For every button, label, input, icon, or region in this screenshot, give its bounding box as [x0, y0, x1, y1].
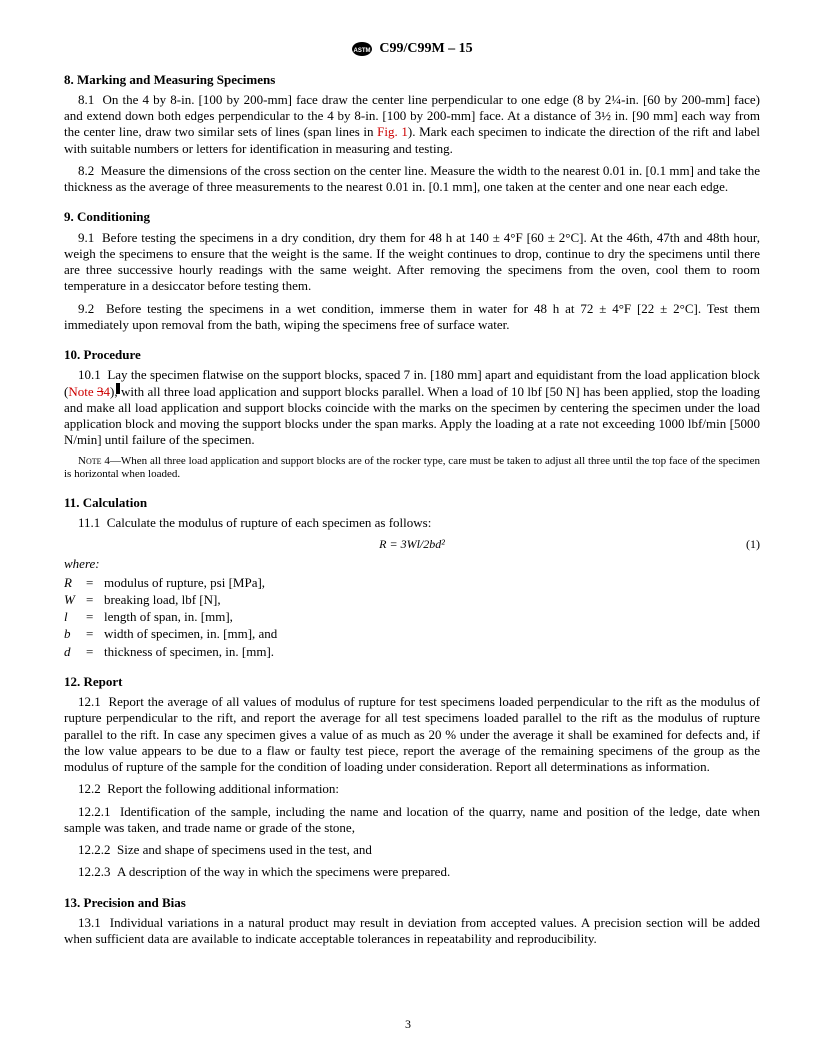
- note-4: Note 4—When all three load application a…: [64, 455, 760, 481]
- para-8-2: 8.2 Measure the dimensions of the cross …: [64, 163, 760, 196]
- svg-text:ASTM: ASTM: [354, 48, 371, 54]
- section-heading-9: 9. Conditioning: [64, 209, 760, 225]
- fig-1-link[interactable]: Fig. 1: [377, 124, 408, 139]
- para-8-1: 8.1 On the 4 by 8-in. [100 by 200-mm] fa…: [64, 92, 760, 157]
- page-number: 3: [0, 1017, 816, 1032]
- section-heading-12: 12. Report: [64, 674, 760, 690]
- section-heading-13: 13. Precision and Bias: [64, 895, 760, 911]
- para-9-1: 9.1 Before testing the specimens in a dr…: [64, 230, 760, 295]
- para-12-2-3: 12.2.3 A description of the way in which…: [64, 864, 760, 880]
- astm-logo-icon: ASTM: [351, 41, 373, 57]
- para-12-2-1: 12.2.1 Identification of the sample, inc…: [64, 804, 760, 837]
- designation-text: C99/C99M – 15: [379, 40, 472, 58]
- where-label: where:: [64, 556, 760, 572]
- para-11-1: 11.1 Calculate the modulus of rupture of…: [64, 515, 760, 531]
- change-bar-icon: [116, 383, 120, 394]
- note-ref-link[interactable]: Note 34: [68, 384, 110, 399]
- page-header: ASTM C99/C99M – 15: [64, 40, 760, 58]
- para-12-2: 12.2 Report the following additional inf…: [64, 781, 760, 797]
- para-12-1: 12.1 Report the average of all values of…: [64, 694, 760, 775]
- section-heading-10: 10. Procedure: [64, 347, 760, 363]
- section-heading-8: 8. Marking and Measuring Specimens: [64, 72, 760, 88]
- document-page: ASTM C99/C99M – 15 8. Marking and Measur…: [0, 0, 816, 983]
- para-12-2-2: 12.2.2 Size and shape of specimens used …: [64, 842, 760, 858]
- para-13-1: 13.1 Individual variations in a natural …: [64, 915, 760, 948]
- section-heading-11: 11. Calculation: [64, 495, 760, 511]
- equation-1: R = 3Wl/2bd² (1): [64, 537, 760, 552]
- variable-definitions: R=modulus of rupture, psi [MPa], W=break…: [64, 575, 760, 660]
- para-9-2: 9.2 Before testing the specimens in a we…: [64, 301, 760, 334]
- para-10-1: 10.1 Lay the specimen flatwise on the su…: [64, 367, 760, 448]
